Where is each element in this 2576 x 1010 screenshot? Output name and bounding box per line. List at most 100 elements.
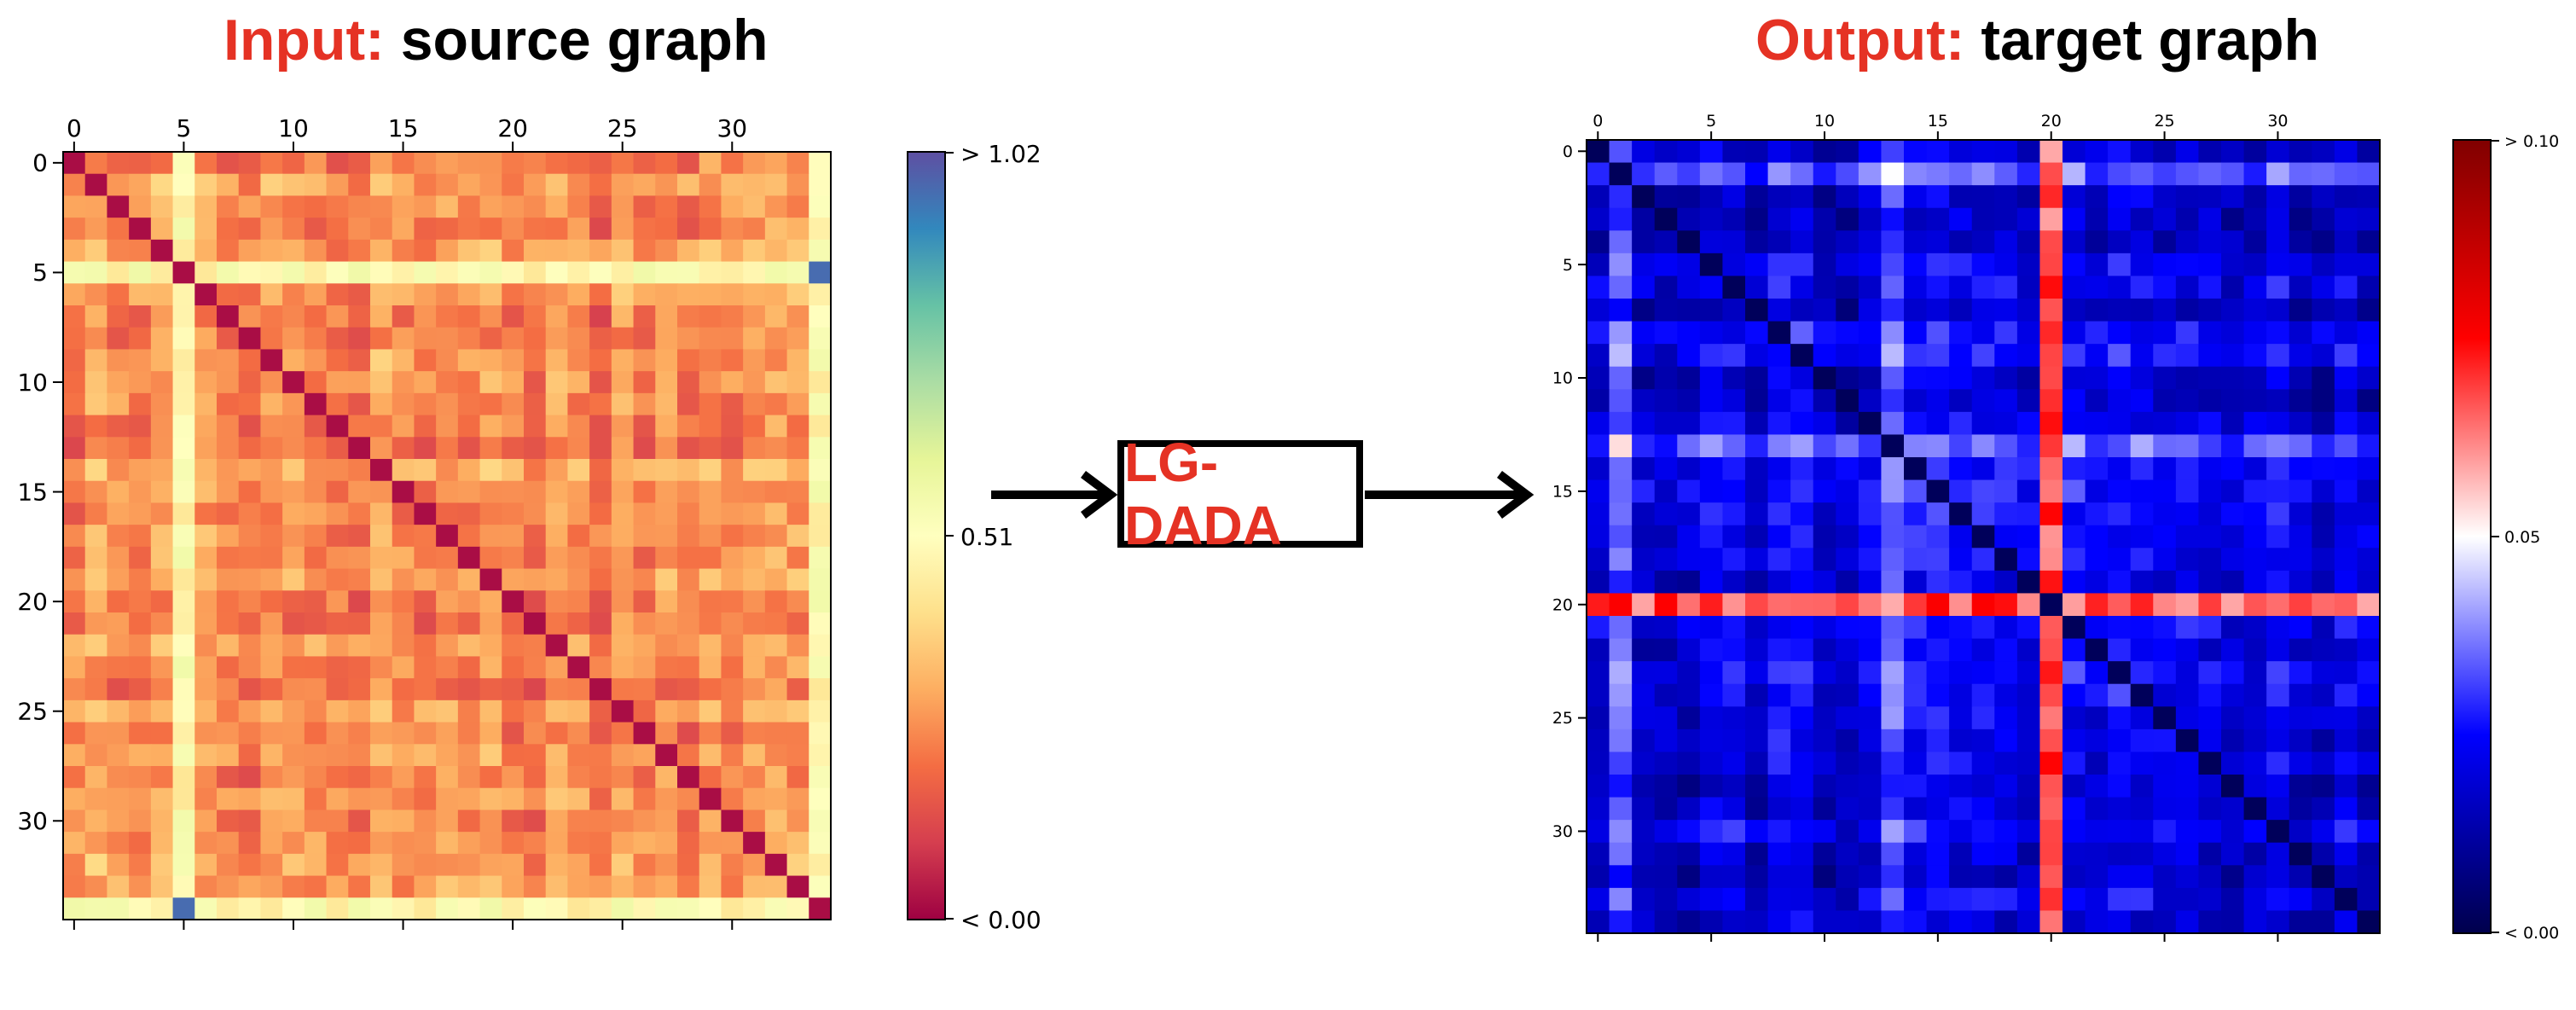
heatmap-cell [2312, 820, 2335, 844]
heatmap-cell [1836, 661, 1859, 685]
heatmap-cell [1609, 344, 1633, 368]
heatmap-cell [2153, 140, 2177, 164]
heatmap-cell [414, 305, 437, 328]
heatmap-cell [1699, 548, 1724, 572]
heatmap-cell [699, 546, 722, 570]
heatmap-cell [524, 678, 547, 701]
heatmap-cell [2039, 162, 2063, 186]
heatmap-cell [238, 810, 262, 833]
heatmap-cell [479, 480, 502, 504]
heatmap-cell [479, 349, 502, 372]
heatmap-cell [743, 371, 766, 394]
heatmap-cell [392, 699, 415, 723]
heatmap-cell [1790, 411, 1814, 436]
heatmap-cell [1836, 411, 1859, 436]
heatmap-cell [2243, 820, 2267, 844]
heatmap-cell [392, 327, 415, 351]
heatmap-cell [238, 546, 262, 570]
heatmap-cell [1632, 706, 1656, 730]
heatmap-cell [238, 722, 262, 745]
source-heatmap [63, 152, 832, 920]
heatmap-cell [304, 787, 328, 811]
heatmap-cell [2016, 140, 2041, 164]
heatmap-cell [786, 744, 809, 767]
heatmap-cell [129, 634, 152, 658]
heatmap-cell [1587, 525, 1610, 549]
heatmap-cell [677, 480, 700, 504]
heatmap-cell [2016, 230, 2041, 254]
heatmap-cell [2198, 321, 2222, 345]
heatmap-cell [2085, 910, 2109, 934]
heatmap-cell [2289, 548, 2312, 572]
heatmap-cell [1677, 887, 1701, 912]
heatmap-cell [84, 897, 108, 920]
heatmap-cell [1699, 593, 1724, 617]
heatmap-cell [1587, 661, 1610, 685]
heatmap-cell [524, 699, 547, 723]
heatmap-cell [655, 832, 678, 855]
heatmap-cell [2289, 593, 2312, 617]
heatmap-cell [436, 392, 459, 416]
heatmap-cell [479, 810, 502, 833]
heatmap-cell [2175, 389, 2200, 413]
heatmap-cell [2175, 548, 2200, 572]
heatmap-cell [2198, 525, 2222, 549]
input-title-rest: source graph [400, 8, 769, 73]
heatmap-cell [238, 525, 262, 548]
heatmap-cell [1699, 683, 1724, 707]
heatmap-cell [1767, 389, 1791, 413]
heatmap-cell [63, 459, 86, 482]
source-colorbar-max-label: > 1.02 [960, 140, 1041, 168]
heatmap-cell [764, 590, 788, 613]
heatmap-cell [414, 349, 437, 372]
heatmap-cell [348, 612, 371, 636]
heatmap-cell [1994, 842, 2018, 866]
heatmap-cell [633, 897, 656, 920]
heatmap-cell [502, 699, 525, 723]
heatmap-cell [2108, 321, 2132, 345]
heatmap-cell [2243, 207, 2267, 231]
heatmap-cell [1813, 252, 1836, 277]
heatmap-cell [150, 546, 174, 570]
heatmap-cell [809, 766, 832, 789]
heatmap-cell [1813, 276, 1836, 299]
heatmap-cell [1926, 752, 1950, 775]
heatmap-cell [1790, 140, 1814, 164]
heatmap-cell [436, 459, 459, 482]
heatmap-cell [1677, 457, 1701, 481]
heatmap-cell [1926, 252, 1950, 277]
heatmap-cell [1881, 185, 1905, 209]
heatmap-cell [2153, 728, 2177, 753]
heatmap-cell [1949, 661, 1973, 685]
heatmap-cell [304, 261, 328, 284]
heatmap-cell [2039, 842, 2063, 866]
heatmap-cell [2221, 276, 2245, 299]
heatmap-cell [2108, 706, 2132, 730]
heatmap-cell [721, 502, 744, 525]
heatmap-cell [1677, 570, 1701, 595]
heatmap-cell [1881, 321, 1905, 345]
heatmap-cell [1994, 411, 2018, 436]
heatmap-cell [1654, 276, 1678, 299]
heatmap-cell [764, 787, 788, 811]
heatmap-cell [1632, 548, 1656, 572]
heatmap-cell [348, 459, 371, 482]
heatmap-cell [2039, 230, 2063, 254]
heatmap-cell [2243, 321, 2267, 345]
heatmap-cell [238, 897, 262, 920]
heatmap-cell [457, 612, 481, 636]
heatmap-cell [2175, 457, 2200, 481]
heatmap-cell [1790, 775, 1814, 798]
heatmap-cell [129, 590, 152, 613]
heatmap-cell [326, 656, 349, 679]
heatmap-cell [2175, 434, 2200, 458]
heatmap-cell [1949, 434, 1973, 458]
heatmap-cell [84, 525, 108, 548]
heatmap-cell [2130, 479, 2154, 503]
output-title: Output: target graph [1755, 7, 2319, 73]
heatmap-cell [2153, 321, 2177, 345]
heatmap-cell [1949, 162, 1973, 186]
heatmap-cell [326, 832, 349, 855]
heatmap-cell [2175, 797, 2200, 821]
heatmap-cell [1745, 910, 1769, 934]
